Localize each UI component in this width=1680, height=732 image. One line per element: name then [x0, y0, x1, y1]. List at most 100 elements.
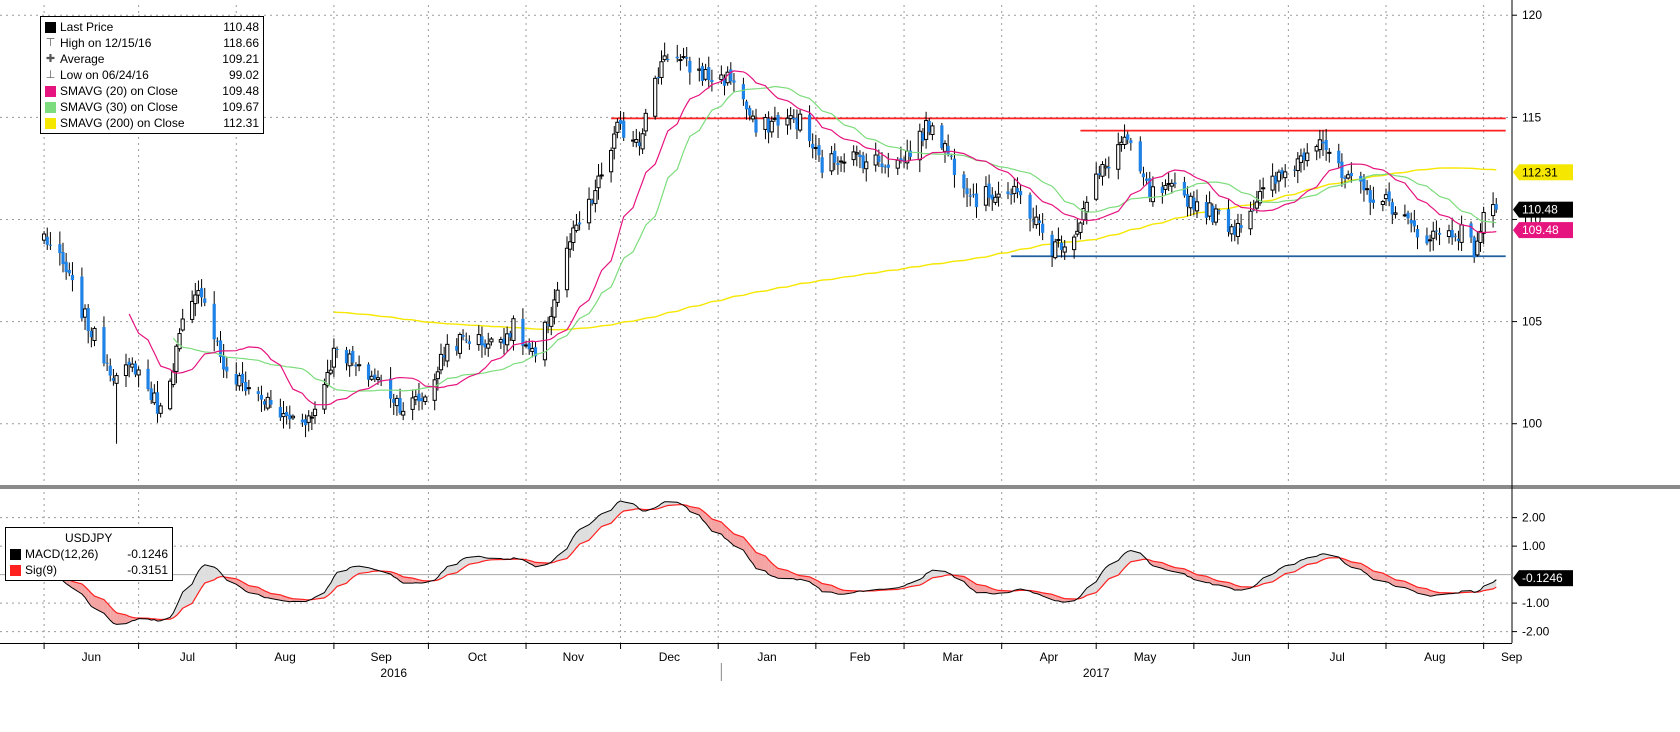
candle-down	[285, 412, 288, 416]
candle-down	[710, 80, 713, 82]
candle-down	[988, 184, 991, 198]
candle-down	[947, 146, 950, 155]
candle-up	[512, 319, 515, 341]
candle-down	[1454, 236, 1457, 237]
candle-down	[688, 61, 691, 73]
candle-down	[106, 363, 109, 364]
legend-swatch	[45, 22, 56, 33]
candle-down	[1438, 233, 1441, 235]
candle-up	[1447, 231, 1450, 237]
candle-up	[1432, 231, 1435, 238]
month-tick-label: Feb	[850, 650, 871, 664]
legend-label: Low on 06/24/16	[60, 67, 219, 83]
candle-down	[301, 420, 304, 423]
candle-up	[789, 116, 792, 119]
macd-tick-label: 2.00	[1522, 511, 1546, 525]
legend-swatch	[45, 118, 56, 129]
candle-up	[93, 328, 96, 340]
candle-up	[197, 291, 200, 296]
candle-down	[1350, 173, 1353, 176]
candle-down	[1469, 223, 1472, 237]
candle-down	[1173, 183, 1176, 184]
candle-down	[833, 151, 836, 163]
candle-up	[918, 131, 921, 160]
candle-down	[817, 145, 820, 155]
candle-down	[1145, 179, 1148, 181]
price-tick-label: 100	[1522, 417, 1542, 431]
candle-down	[58, 244, 61, 253]
low-marker-icon: ⊥	[45, 67, 56, 83]
candle-up	[247, 388, 250, 389]
candle-up	[1230, 227, 1233, 234]
high-marker-icon: ⊤	[45, 35, 56, 51]
candle-up	[153, 393, 156, 403]
candle-up	[814, 148, 817, 149]
candle-up	[1271, 176, 1274, 190]
month-tick-label: Sep	[370, 650, 392, 664]
candle-down	[1435, 230, 1438, 231]
month-tick-label: Nov	[563, 650, 584, 664]
value-tag-label: 112.31	[1522, 165, 1558, 179]
candle-up	[764, 118, 767, 130]
candle-up	[994, 197, 997, 202]
candle-up	[191, 301, 194, 319]
candle-down	[203, 298, 206, 302]
candle-down	[216, 341, 219, 342]
candle-down	[1388, 191, 1391, 201]
candle-up	[124, 365, 127, 376]
candle-up	[313, 409, 316, 415]
candle-up	[43, 234, 46, 240]
candle-down	[1006, 191, 1009, 194]
candle-down	[351, 351, 354, 363]
month-tick-label: Apr	[1040, 650, 1059, 664]
candle-up	[1384, 195, 1387, 199]
candle-up	[1318, 140, 1321, 150]
legend-swatch	[45, 86, 56, 97]
candle-down	[65, 262, 68, 272]
candle-up	[531, 348, 534, 351]
candle-up	[1347, 175, 1350, 178]
candle-up	[1013, 186, 1016, 193]
candle-up	[506, 334, 509, 345]
candle-down	[1240, 225, 1243, 228]
candle-up	[323, 385, 326, 410]
candle-up	[1394, 213, 1397, 214]
candle-up	[597, 176, 600, 188]
month-tick-label: Jul	[180, 650, 195, 664]
candle-up	[865, 162, 868, 169]
candle-up	[524, 345, 527, 346]
candle-down	[260, 395, 263, 400]
month-tick-label: Aug	[274, 650, 295, 664]
candle-up	[1492, 205, 1495, 216]
candle-up	[1262, 188, 1265, 189]
candle-up	[1284, 172, 1287, 178]
macd-legend-value: -0.1246	[127, 546, 168, 562]
candle-up	[499, 340, 502, 343]
candle-up	[348, 354, 351, 366]
value-tag-label: 110.48	[1522, 203, 1558, 217]
candle-up	[291, 416, 294, 418]
candle-down	[87, 308, 90, 331]
candle-up	[587, 199, 590, 223]
candle-down	[1019, 191, 1022, 195]
signal-legend-label: Sig(9)	[25, 562, 117, 578]
candle-up	[635, 140, 638, 143]
candle-up	[436, 372, 439, 379]
year-label: 2016	[380, 666, 407, 680]
legend-label: Average	[60, 51, 212, 67]
candle-up	[159, 406, 162, 413]
candle-down	[1142, 173, 1145, 177]
candle-down	[1416, 229, 1419, 237]
candle-up	[896, 160, 899, 168]
candle-down	[109, 366, 112, 376]
month-tick-label: Jan	[757, 650, 776, 664]
candle-up	[169, 381, 172, 409]
candle-up	[194, 295, 197, 304]
candle-down	[754, 119, 757, 132]
candle-up	[329, 370, 332, 373]
macd-legend-title: USDJPY	[10, 530, 168, 546]
candle-down	[1028, 195, 1031, 219]
candle-down	[1129, 140, 1132, 143]
